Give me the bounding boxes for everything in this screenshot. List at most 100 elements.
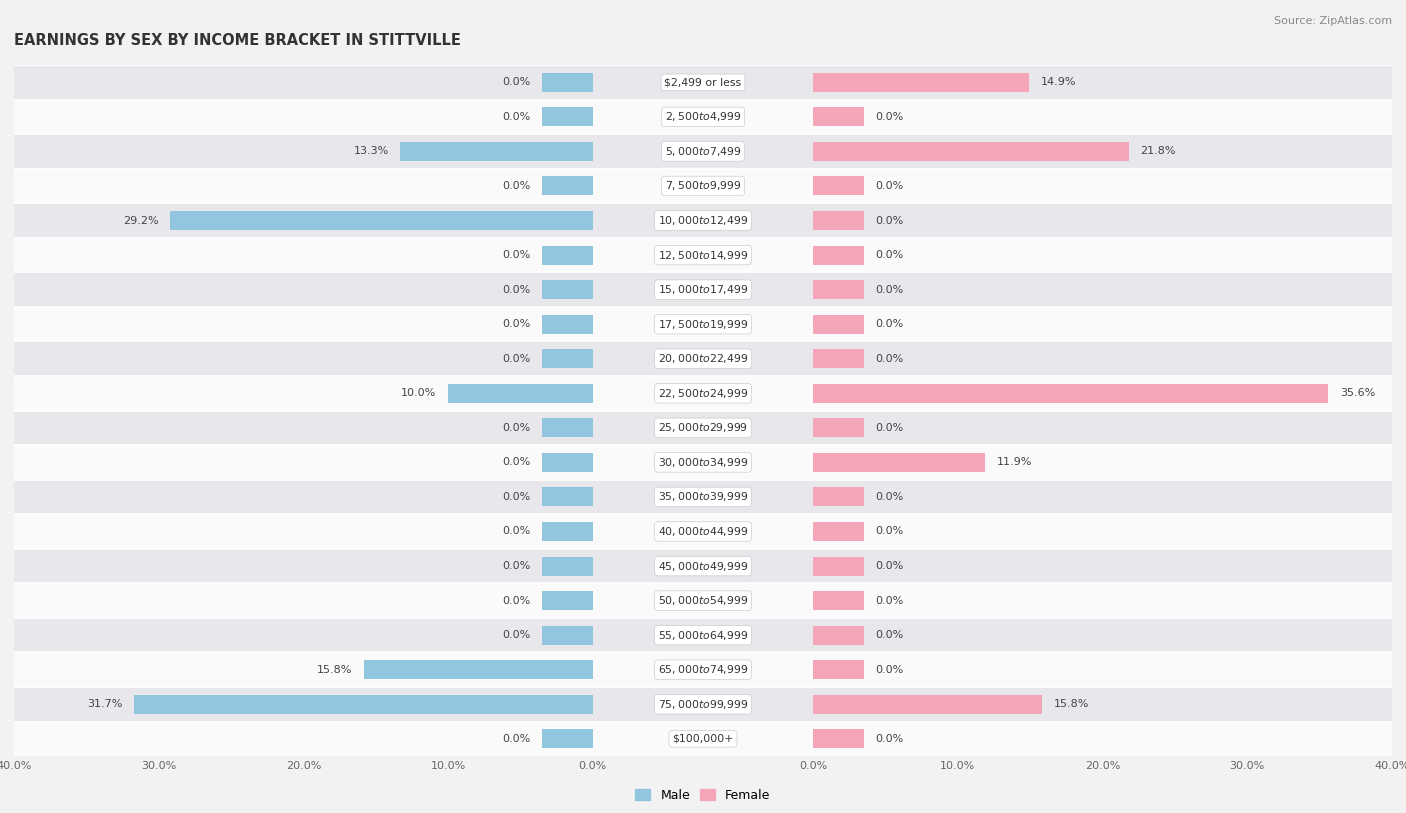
Bar [593,307,813,341]
Bar [543,246,593,264]
Text: 0.0%: 0.0% [876,354,904,363]
Text: 0.0%: 0.0% [502,734,530,744]
Bar [813,246,863,264]
Text: $2,500 to $4,999: $2,500 to $4,999 [665,111,741,124]
Bar [0,446,1406,480]
Bar [0,203,1406,237]
Text: 0.0%: 0.0% [876,596,904,606]
Bar [813,315,863,333]
Bar [0,203,1406,237]
Bar [0,237,1406,272]
Bar [593,65,813,99]
Bar [364,660,593,679]
Text: 0.0%: 0.0% [502,112,530,122]
Bar [0,515,1406,549]
Bar [593,446,813,480]
Text: $22,500 to $24,999: $22,500 to $24,999 [658,387,748,400]
Bar [813,660,863,679]
Bar [813,591,863,610]
Bar [0,307,1406,341]
Text: 11.9%: 11.9% [997,458,1032,467]
Text: $2,499 or less: $2,499 or less [665,77,741,87]
Text: $10,000 to $12,499: $10,000 to $12,499 [658,214,748,227]
Bar [0,65,1406,99]
Text: 0.0%: 0.0% [876,250,904,260]
Bar [0,341,1406,376]
Bar [813,522,863,541]
Bar [0,307,1406,341]
Text: 0.0%: 0.0% [502,77,530,87]
Text: 0.0%: 0.0% [876,527,904,537]
Bar [593,99,813,134]
Bar [813,176,863,195]
Bar [593,237,813,272]
Text: $30,000 to $34,999: $30,000 to $34,999 [658,456,748,469]
Bar [0,584,1406,618]
Bar [0,341,1406,376]
Bar [0,618,1406,652]
Bar [0,376,1406,411]
Bar [0,237,1406,272]
Text: 10.0%: 10.0% [401,389,436,398]
Text: 0.0%: 0.0% [502,527,530,537]
Bar [593,376,813,411]
Bar [813,107,863,126]
Text: $55,000 to $64,999: $55,000 to $64,999 [658,628,748,641]
Text: Source: ZipAtlas.com: Source: ZipAtlas.com [1274,16,1392,26]
Bar [593,203,813,237]
Bar [593,618,813,652]
Bar [813,626,863,645]
Text: $65,000 to $74,999: $65,000 to $74,999 [658,663,748,676]
Bar [0,480,1406,515]
Bar [0,99,1406,134]
Bar [593,169,813,203]
Text: $35,000 to $39,999: $35,000 to $39,999 [658,490,748,503]
Bar [543,419,593,437]
Bar [593,722,813,756]
Bar [593,584,813,618]
Bar [813,557,863,576]
Text: 0.0%: 0.0% [876,630,904,640]
Bar [0,618,1406,652]
Text: 0.0%: 0.0% [876,665,904,675]
Bar [0,272,1406,307]
Text: 15.8%: 15.8% [318,665,353,675]
Bar [0,446,1406,480]
Bar [543,350,593,368]
Text: 0.0%: 0.0% [876,734,904,744]
Bar [543,522,593,541]
Bar [0,65,1406,99]
Text: 35.6%: 35.6% [1340,389,1375,398]
Bar [813,350,863,368]
Text: 0.0%: 0.0% [876,320,904,329]
Bar [0,549,1406,584]
Bar [0,480,1406,515]
Text: 0.0%: 0.0% [502,423,530,433]
Bar [813,488,863,506]
Legend: Male, Female: Male, Female [630,784,776,806]
Bar [0,134,1406,169]
Text: 0.0%: 0.0% [502,320,530,329]
Bar [0,722,1406,756]
Text: $100,000+: $100,000+ [672,734,734,744]
Bar [449,384,593,402]
Bar [543,280,593,299]
Text: $17,500 to $19,999: $17,500 to $19,999 [658,318,748,331]
Text: 0.0%: 0.0% [502,630,530,640]
Text: $5,000 to $7,499: $5,000 to $7,499 [665,145,741,158]
Text: 0.0%: 0.0% [502,285,530,294]
Bar [0,341,1406,376]
Bar [543,73,593,92]
Bar [0,722,1406,756]
Bar [0,99,1406,134]
Text: 21.8%: 21.8% [1140,146,1175,156]
Text: 0.0%: 0.0% [502,181,530,191]
Bar [0,687,1406,722]
Bar [543,453,593,472]
Bar [593,341,813,376]
Bar [0,584,1406,618]
Bar [543,488,593,506]
Text: $15,000 to $17,499: $15,000 to $17,499 [658,283,748,296]
Bar [593,549,813,584]
Bar [593,134,813,169]
